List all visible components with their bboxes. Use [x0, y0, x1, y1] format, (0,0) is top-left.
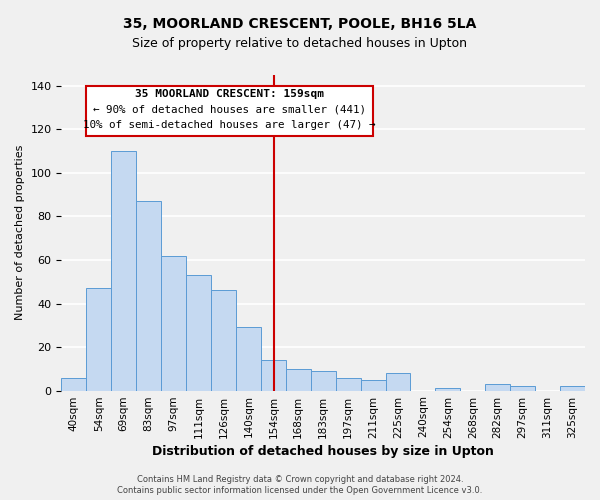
Bar: [186, 275, 211, 390]
Bar: [386, 373, 410, 390]
Bar: [361, 380, 386, 390]
Bar: [211, 290, 236, 390]
FancyBboxPatch shape: [86, 86, 373, 136]
Bar: [485, 384, 510, 390]
Y-axis label: Number of detached properties: Number of detached properties: [15, 145, 25, 320]
Bar: [236, 328, 261, 390]
Bar: [86, 288, 111, 390]
Text: 35 MOORLAND CRESCENT: 159sqm: 35 MOORLAND CRESCENT: 159sqm: [135, 89, 324, 99]
X-axis label: Distribution of detached houses by size in Upton: Distribution of detached houses by size …: [152, 444, 494, 458]
Bar: [261, 360, 286, 390]
Text: Contains public sector information licensed under the Open Government Licence v3: Contains public sector information licen…: [118, 486, 482, 495]
Bar: [560, 386, 585, 390]
Bar: [61, 378, 86, 390]
Bar: [111, 151, 136, 390]
Bar: [510, 386, 535, 390]
Bar: [286, 369, 311, 390]
Text: 10% of semi-detached houses are larger (47) →: 10% of semi-detached houses are larger (…: [83, 120, 376, 130]
Text: Size of property relative to detached houses in Upton: Size of property relative to detached ho…: [133, 38, 467, 51]
Text: ← 90% of detached houses are smaller (441): ← 90% of detached houses are smaller (44…: [93, 104, 366, 115]
Bar: [161, 256, 186, 390]
Bar: [136, 201, 161, 390]
Bar: [436, 388, 460, 390]
Text: 35, MOORLAND CRESCENT, POOLE, BH16 5LA: 35, MOORLAND CRESCENT, POOLE, BH16 5LA: [124, 18, 476, 32]
Bar: [335, 378, 361, 390]
Text: Contains HM Land Registry data © Crown copyright and database right 2024.: Contains HM Land Registry data © Crown c…: [137, 475, 463, 484]
Bar: [311, 371, 335, 390]
